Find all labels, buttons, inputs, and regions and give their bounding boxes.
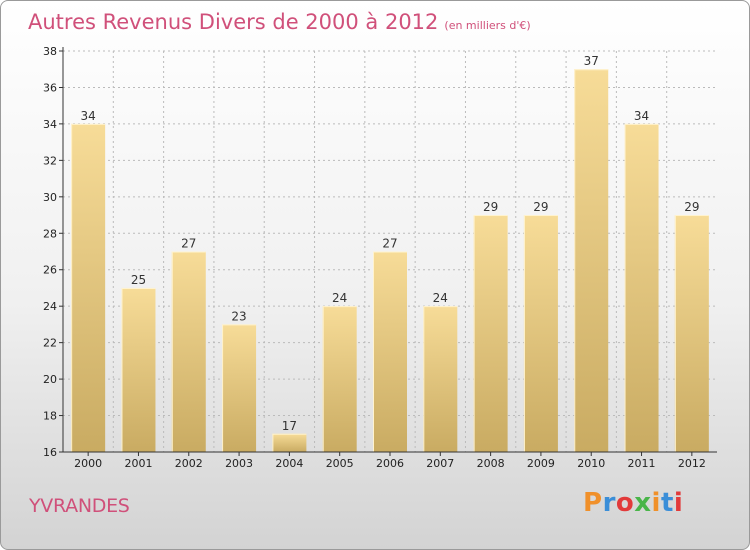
bar bbox=[71, 123, 106, 452]
logo-letter: i bbox=[651, 488, 661, 518]
bar bbox=[272, 433, 307, 452]
data-label: 29 bbox=[684, 200, 699, 214]
logo-letter: r bbox=[602, 488, 616, 518]
place-name: YVRANDES bbox=[29, 495, 130, 517]
data-label: 24 bbox=[433, 291, 448, 305]
y-tick-label: 18 bbox=[43, 410, 57, 423]
bar bbox=[473, 215, 508, 452]
y-tick-label: 34 bbox=[43, 118, 57, 131]
data-label: 34 bbox=[634, 109, 649, 123]
x-tick-label: 2009 bbox=[527, 457, 555, 470]
bar bbox=[171, 251, 206, 452]
chart-subtitle: (en milliers d'€) bbox=[444, 19, 531, 32]
x-tick-label: 2003 bbox=[225, 457, 253, 470]
bars bbox=[71, 69, 709, 453]
data-label: 17 bbox=[282, 419, 297, 433]
y-tick-label: 32 bbox=[43, 154, 57, 167]
bar bbox=[373, 251, 407, 452]
chart-title: Autres Revenus Divers de 2000 à 2012 (en … bbox=[28, 10, 531, 34]
data-label: 24 bbox=[332, 291, 347, 305]
x-tick-label: 2005 bbox=[326, 457, 354, 470]
x-tick-label: 2011 bbox=[628, 457, 656, 470]
y-tick-label: 16 bbox=[43, 446, 57, 459]
logo-letter: P bbox=[583, 488, 603, 518]
x-tick-label: 2002 bbox=[175, 457, 203, 470]
x-tick-label: 2001 bbox=[124, 457, 152, 470]
x-tick-label: 2007 bbox=[426, 457, 454, 470]
y-tick-label: 22 bbox=[43, 337, 57, 350]
y-tick-label: 24 bbox=[43, 300, 57, 313]
bar bbox=[121, 287, 156, 452]
y-tick-label: 38 bbox=[43, 45, 57, 58]
data-label: 25 bbox=[131, 273, 146, 287]
logo-letter: i bbox=[673, 488, 684, 518]
x-tick-label: 2012 bbox=[678, 457, 706, 470]
x-tick-label: 2000 bbox=[74, 457, 102, 470]
bar bbox=[624, 123, 659, 452]
x-tick-label: 2006 bbox=[376, 457, 404, 470]
x-tick-label: 2010 bbox=[577, 457, 605, 470]
bar bbox=[222, 324, 257, 452]
logo-letter: o bbox=[615, 488, 635, 518]
data-label: 23 bbox=[231, 309, 246, 323]
bar bbox=[322, 306, 357, 452]
bar bbox=[423, 306, 458, 452]
logo-letter: x bbox=[634, 488, 652, 518]
chart-title-text: Autres Revenus Divers de 2000 à 2012 bbox=[28, 10, 439, 34]
y-tick-label: 20 bbox=[43, 373, 57, 386]
y-tick-label: 28 bbox=[43, 227, 57, 240]
data-label: 27 bbox=[382, 237, 397, 251]
bar bbox=[674, 215, 709, 452]
proxiti-logo: Proxiti bbox=[583, 488, 683, 518]
y-tick-label: 26 bbox=[43, 264, 57, 277]
data-label: 37 bbox=[584, 54, 599, 68]
y-tick-label: 30 bbox=[43, 191, 57, 204]
x-tick-label: 2004 bbox=[275, 457, 303, 470]
data-label: 34 bbox=[81, 109, 96, 123]
labels: 16 18 20 22 24 26 28 30 32 34 36 38 34 2000 25 2001 27 20… bbox=[43, 45, 706, 470]
data-label: 29 bbox=[483, 200, 498, 214]
axes bbox=[59, 47, 717, 456]
data-label: 27 bbox=[181, 237, 196, 251]
x-tick-label: 2008 bbox=[477, 457, 505, 470]
data-label: 29 bbox=[533, 200, 548, 214]
bar bbox=[523, 215, 558, 452]
y-tick-label: 36 bbox=[43, 81, 57, 94]
logo-letter: t bbox=[660, 488, 674, 518]
bar bbox=[574, 69, 609, 453]
